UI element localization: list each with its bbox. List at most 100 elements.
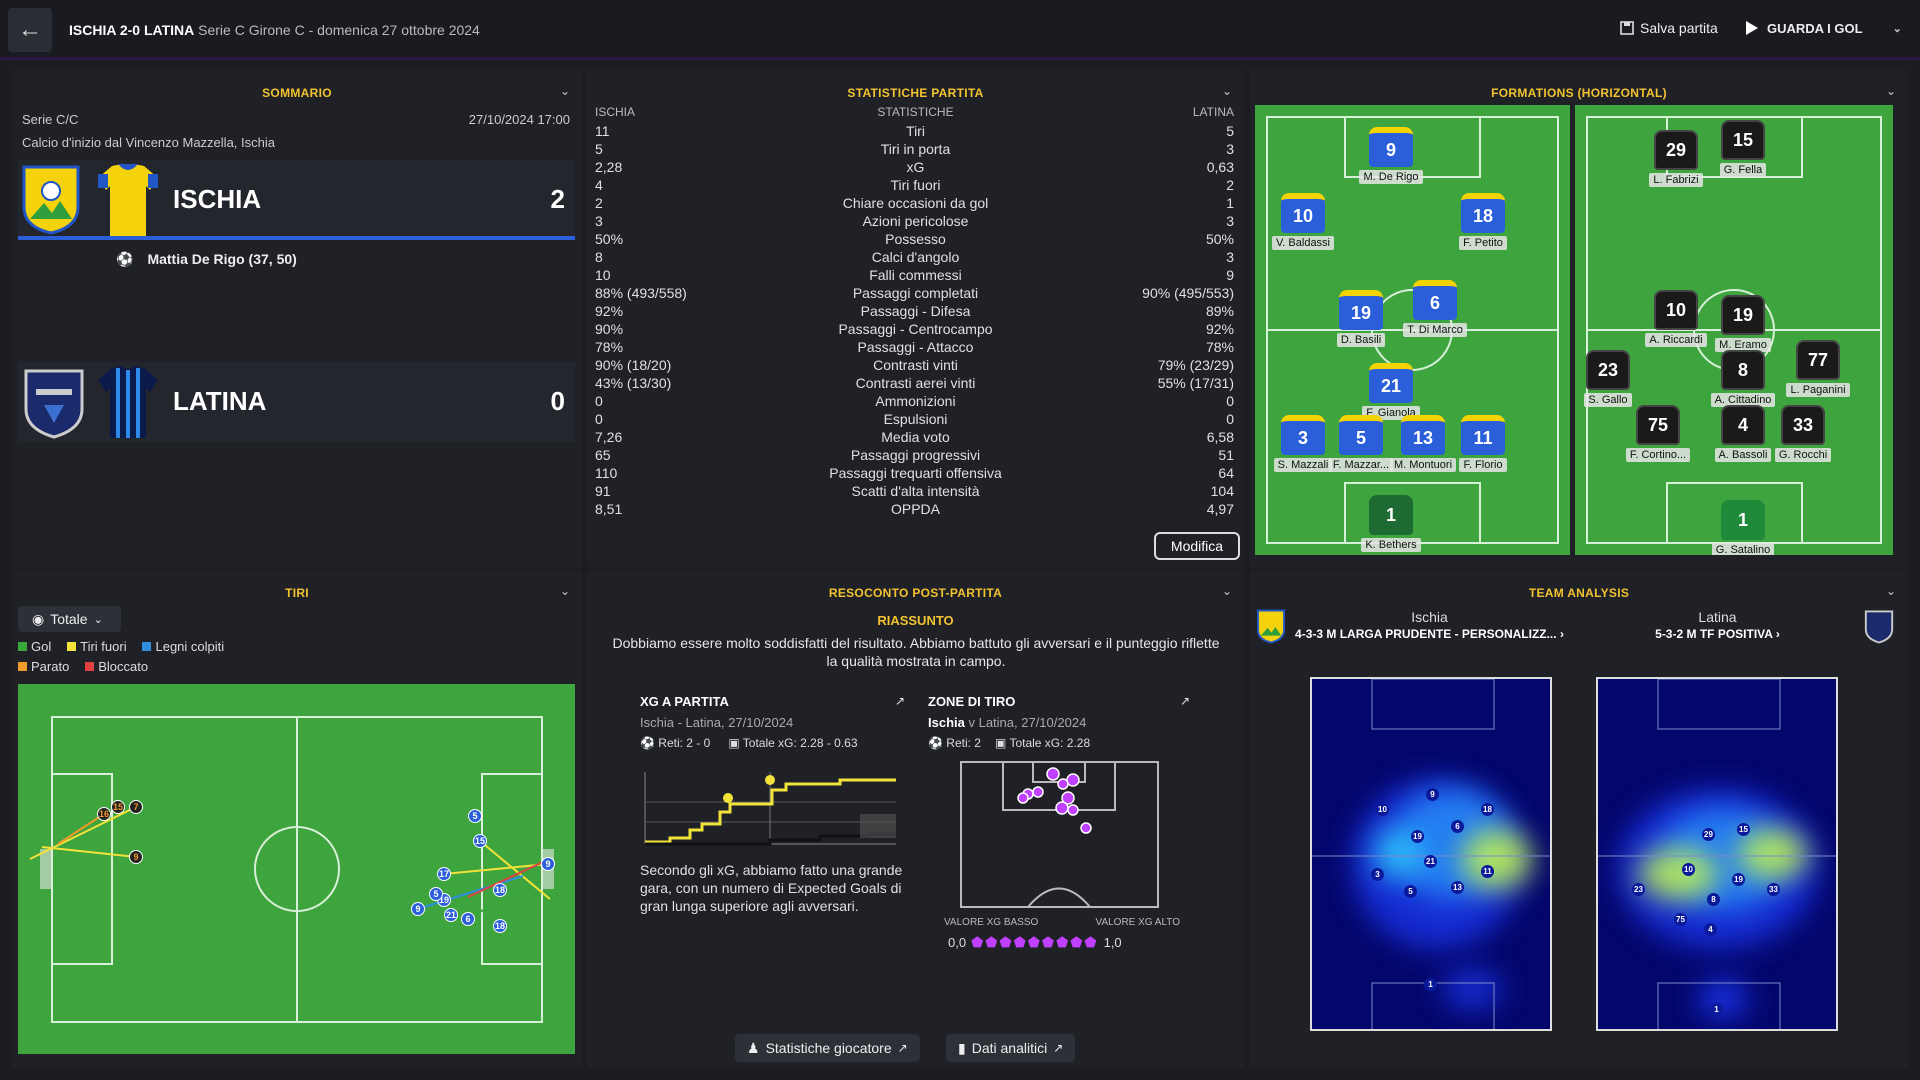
shot-marker[interactable]: 16: [97, 807, 111, 821]
formation-player[interactable]: 1 K. Bethers: [1351, 495, 1431, 552]
shot-marker[interactable]: 21: [444, 908, 458, 922]
formation-player[interactable]: 13 M. Montuori: [1383, 415, 1463, 472]
home-team-row[interactable]: ISCHIA 2: [18, 160, 575, 240]
formation-player[interactable]: 4 A. Bassoli: [1703, 405, 1783, 462]
formation-player[interactable]: 3 S. Mazzali: [1263, 415, 1343, 472]
shot-zones-card[interactable]: ZONE DI TIRO ↗ Ischia v Latina, 27/10/20…: [928, 694, 1190, 964]
chevron-right-icon: ›: [1559, 627, 1564, 641]
latina-badge-icon: [24, 369, 84, 439]
player-name: D. Basili: [1336, 333, 1386, 347]
formation-player[interactable]: 8 A. Cittadino: [1703, 350, 1783, 407]
formation-player[interactable]: 77 L. Paganini: [1778, 340, 1858, 397]
formation-player[interactable]: 19 D. Basili: [1321, 290, 1401, 347]
chevron-down-icon[interactable]: ⌄: [559, 584, 570, 598]
stat-row: 2 Chiare occasioni da gol 1: [593, 195, 1238, 213]
chevron-down-icon[interactable]: ⌄: [1885, 584, 1896, 598]
formation-player[interactable]: 6 T. Di Marco: [1395, 280, 1475, 337]
modify-button[interactable]: Modifica: [1154, 532, 1240, 560]
chevron-down-icon[interactable]: ⌄: [559, 84, 570, 98]
shot-marker[interactable]: 15: [473, 834, 487, 848]
stat-row: 0 Ammonizioni 0: [593, 393, 1238, 411]
stat-row: 91 Scatti d'alta intensità 104: [593, 483, 1238, 501]
back-button[interactable]: ←: [8, 8, 52, 52]
formation-player[interactable]: 11 F. Florio: [1443, 415, 1523, 472]
chevron-down-icon[interactable]: ⌄: [1885, 84, 1896, 98]
shot-marker[interactable]: 5: [429, 887, 443, 901]
stat-away-value: 0: [1226, 393, 1234, 409]
save-match-button[interactable]: Salva partita: [1620, 20, 1718, 36]
player-stats-button[interactable]: ♟ Statistiche giocatore ↗: [735, 1034, 920, 1062]
formation-player[interactable]: 29 L. Fabrizi: [1636, 130, 1716, 187]
shot-marker[interactable]: 9: [411, 902, 425, 916]
xg-high-label: VALORE XG ALTO: [1095, 917, 1180, 928]
stat-name: Contrasti aerei vinti: [855, 375, 976, 391]
shirt-icon: 18: [1461, 193, 1505, 233]
shot-zones-map: [960, 761, 1159, 908]
goal-scorer[interactable]: ⚽ Mattia De Rigo (37, 50): [116, 251, 297, 268]
formation-player[interactable]: 15 G. Fella: [1703, 120, 1783, 177]
competition: Serie C/C: [22, 112, 79, 127]
formation-player[interactable]: 5 F. Mazzar...: [1321, 415, 1401, 472]
stat-away-value: 1: [1226, 195, 1234, 211]
formation-player[interactable]: 10 A. Riccardi: [1636, 290, 1716, 347]
stat-home-value: 2,28: [595, 159, 623, 175]
formation-player[interactable]: 19 M. Eramo: [1703, 295, 1783, 352]
formation-player[interactable]: 9 M. De Rigo: [1351, 127, 1431, 184]
shots-legend: Gol Tiri fuori Legni colpiti Parato Bloc…: [18, 638, 288, 674]
player-name: T. Di Marco: [1403, 323, 1467, 337]
report-text: Dobbiamo essere molto soddisfatti del ri…: [612, 635, 1220, 669]
stat-away-value: 104: [1210, 483, 1234, 499]
stat-name: Tiri fuori: [890, 177, 941, 193]
stat-home-value: 4: [595, 177, 603, 193]
formation-player[interactable]: 18 F. Petito: [1443, 193, 1523, 250]
formation-player[interactable]: 75 F. Cortino...: [1618, 405, 1698, 462]
home-kit-icon: [98, 164, 158, 236]
stat-away-value: 5: [1226, 123, 1234, 139]
shot-marker[interactable]: 15: [111, 800, 125, 814]
formation-player[interactable]: 33 G. Rocchi: [1763, 405, 1843, 462]
legend-saved: Parato: [18, 659, 69, 674]
watch-goals-button[interactable]: GUARDA I GOL ⌄: [1745, 20, 1902, 36]
shots-title: TIRI: [285, 586, 309, 600]
shot-marker[interactable]: 7: [129, 800, 143, 814]
shot-marker[interactable]: 17: [437, 867, 451, 881]
chevron-down-icon[interactable]: ⌄: [1221, 84, 1232, 98]
player-name: A. Cittadino: [1710, 393, 1776, 407]
formation-player[interactable]: 23 S. Gallo: [1575, 350, 1648, 407]
stat-away-value: 89%: [1205, 303, 1234, 319]
shirt-icon: 21: [1369, 363, 1413, 403]
away-tactic-link[interactable]: 5-3-2 M TF POSITIVA ›: [1655, 627, 1780, 641]
shot-marker[interactable]: 9: [129, 850, 143, 864]
stats-col-home: ISCHIA: [595, 105, 636, 119]
formation-player[interactable]: 21 F. Gianola: [1351, 363, 1431, 420]
stats-col-away: LATINA: [1192, 105, 1234, 119]
formation-player[interactable]: 10 V. Baldassi: [1263, 193, 1343, 250]
chevron-down-icon: ⌄: [93, 613, 103, 626]
latina-badge-icon: [1864, 610, 1894, 644]
shot-marker[interactable]: 9: [541, 857, 555, 871]
shot-marker[interactable]: 18: [493, 919, 507, 933]
shot-marker[interactable]: 6: [461, 912, 475, 926]
stat-away-value: 2: [1226, 177, 1234, 193]
shots-filter-dropdown[interactable]: ◉ Totale ⌄: [18, 606, 121, 632]
external-link-icon[interactable]: ↗: [1179, 694, 1190, 708]
player-stats-label: Statistiche giocatore: [765, 1040, 892, 1056]
shot-marker[interactable]: 5: [468, 809, 482, 823]
shot-marker[interactable]: 18: [493, 883, 507, 897]
stat-row: 8,51 OPPDA 4,97: [593, 501, 1238, 519]
away-team-row[interactable]: LATINA 0: [18, 362, 575, 442]
stat-home-value: 0: [595, 393, 603, 409]
pentagon-scale-icon: ⬟⬟⬟⬟⬟⬟⬟⬟⬟: [971, 934, 1099, 950]
external-link-icon[interactable]: ↗: [894, 694, 905, 708]
home-tactic-link[interactable]: 4-3-3 M LARGA PRUDENTE - PERSONALIZZ... …: [1295, 627, 1564, 641]
chevron-down-icon[interactable]: ⌄: [1221, 584, 1232, 598]
player-name: G. Satalino: [1711, 543, 1775, 555]
xg-card[interactable]: XG A PARTITA ↗ Ischia - Latina, 27/10/20…: [640, 694, 905, 964]
play-icon: [1746, 21, 1758, 35]
chevron-down-icon[interactable]: ⌄: [1892, 22, 1902, 35]
analytics-button[interactable]: ▮ Dati analitici ↗: [946, 1034, 1076, 1062]
shots-pitch[interactable]: 5 15 9 17 18 19 21 6 9 18 5 9 16 15 7: [18, 684, 575, 1054]
stat-row: 4 Tiri fuori 2: [593, 177, 1238, 195]
formation-player[interactable]: 1 G. Satalino: [1703, 500, 1783, 555]
stat-home-value: 43% (13/30): [595, 375, 672, 391]
